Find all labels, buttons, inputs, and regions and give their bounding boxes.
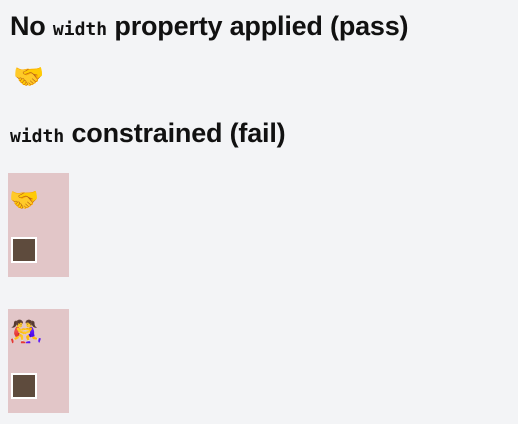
constrained-example-2: 🤼‍♀️ [8, 309, 69, 413]
pass-heading-code: width [52, 19, 108, 40]
constrained-example-1: 🤝 [8, 173, 69, 277]
handshake-icon: 🤝 [13, 62, 45, 91]
wrestling-women-icon: 🤼‍♀️ [9, 317, 43, 348]
pass-heading-suffix: property applied (pass) [107, 11, 409, 41]
square-icon[interactable] [11, 373, 37, 399]
handshake-icon: 🤝 [9, 186, 39, 214]
square-icon[interactable] [11, 237, 37, 263]
fail-heading-suffix: constrained (fail) [64, 118, 286, 148]
fail-heading: width constrained (fail) [10, 117, 286, 153]
fail-heading-code: width [10, 126, 65, 147]
pass-heading-prefix: No [10, 11, 53, 41]
pass-heading: No width property applied (pass) [10, 10, 409, 46]
